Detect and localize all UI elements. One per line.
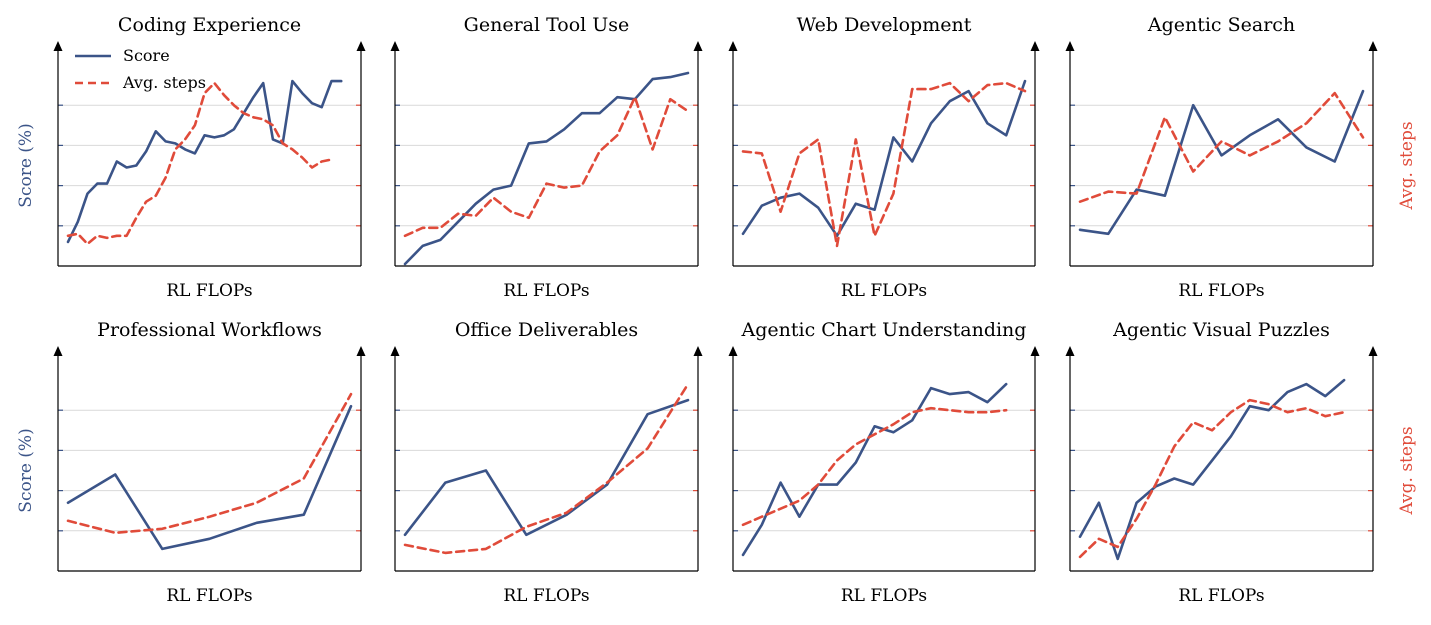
score-series-line bbox=[403, 71, 690, 266]
x-axis-label: RL FLOPs bbox=[841, 281, 927, 301]
x-axis-label: RL FLOPs bbox=[1178, 281, 1264, 301]
subplot-title: Agentic Search bbox=[1147, 14, 1295, 36]
y-axis-label-left: Score (%) bbox=[16, 123, 36, 207]
legend: Score Avg. steps bbox=[75, 46, 206, 92]
x-axis-label: RL FLOPs bbox=[503, 281, 589, 301]
right-axis-arrow bbox=[356, 346, 366, 356]
left-axis-arrow bbox=[390, 346, 400, 356]
score-series-line bbox=[66, 404, 353, 551]
steps-series-line bbox=[741, 81, 1027, 248]
score-series-line bbox=[1078, 378, 1346, 561]
score-series-line bbox=[1078, 89, 1365, 236]
legend-steps-label: Avg. steps bbox=[122, 73, 206, 92]
steps-series-line bbox=[403, 382, 690, 555]
right-axis-arrow bbox=[1368, 41, 1378, 51]
steps-series-line bbox=[741, 406, 1008, 527]
score-series-line bbox=[403, 398, 690, 537]
subplot-title: Coding Experience bbox=[118, 14, 301, 36]
score-series-line bbox=[66, 79, 343, 244]
x-axis-label: RL FLOPs bbox=[166, 586, 252, 606]
x-axis-label: RL FLOPs bbox=[841, 586, 927, 606]
left-axis-arrow bbox=[728, 346, 738, 356]
left-axis-arrow bbox=[390, 41, 400, 51]
subplot-title: Agentic Chart Understanding bbox=[741, 319, 1027, 341]
right-axis-arrow bbox=[693, 346, 703, 356]
score-series-line bbox=[741, 382, 1008, 557]
y-axis-label-left: Score (%) bbox=[16, 428, 36, 512]
right-axis-arrow bbox=[1368, 346, 1378, 356]
subplot-4: Agentic Search RL FLOPs Avg. steps bbox=[1065, 14, 1417, 301]
left-axis-arrow bbox=[728, 41, 738, 51]
y-axis-label-right: Avg. steps bbox=[1397, 426, 1417, 515]
steps-series-line bbox=[66, 81, 333, 246]
subplot-title: Office Deliverables bbox=[455, 319, 638, 341]
x-axis-label: RL FLOPs bbox=[1178, 586, 1264, 606]
steps-series-line bbox=[66, 392, 353, 535]
right-axis-arrow bbox=[1030, 346, 1040, 356]
left-axis-arrow bbox=[1065, 346, 1075, 356]
subplot-3: Web Development RL FLOPs bbox=[728, 14, 1040, 301]
right-axis-arrow bbox=[356, 41, 366, 51]
left-axis-arrow bbox=[53, 346, 63, 356]
subplot-title: General Tool Use bbox=[464, 14, 630, 36]
subplot-title: Professional Workflows bbox=[97, 319, 322, 341]
subplot-1: Coding Experience RL FLOPs Score (%) Score A… bbox=[16, 14, 366, 301]
subplot-2: General Tool Use RL FLOPs bbox=[390, 14, 703, 301]
subplot-8: Agentic Visual Puzzles RL FLOPs Avg. steps bbox=[1065, 319, 1417, 606]
steps-series-line bbox=[1078, 398, 1346, 559]
steps-series-line bbox=[403, 95, 690, 238]
x-axis-label: RL FLOPs bbox=[166, 281, 252, 301]
left-axis-arrow bbox=[1065, 41, 1075, 51]
left-axis-arrow bbox=[53, 41, 63, 51]
steps-series-line bbox=[1078, 91, 1365, 203]
subplot-title: Agentic Visual Puzzles bbox=[1112, 319, 1330, 341]
x-axis-label: RL FLOPs bbox=[503, 586, 589, 606]
subplot-6: Office Deliverables RL FLOPs bbox=[390, 319, 703, 606]
legend-score-label: Score bbox=[123, 46, 170, 65]
subplot-5: Professional Workflows RL FLOPs Score (%) bbox=[16, 319, 366, 606]
subplot-7: Agentic Chart Understanding RL FLOPs bbox=[728, 319, 1040, 606]
y-axis-label-right: Avg. steps bbox=[1397, 121, 1417, 210]
subplot-title: Web Development bbox=[797, 14, 972, 36]
score-series-line bbox=[741, 79, 1027, 238]
right-axis-arrow bbox=[693, 41, 703, 51]
right-axis-arrow bbox=[1030, 41, 1040, 51]
